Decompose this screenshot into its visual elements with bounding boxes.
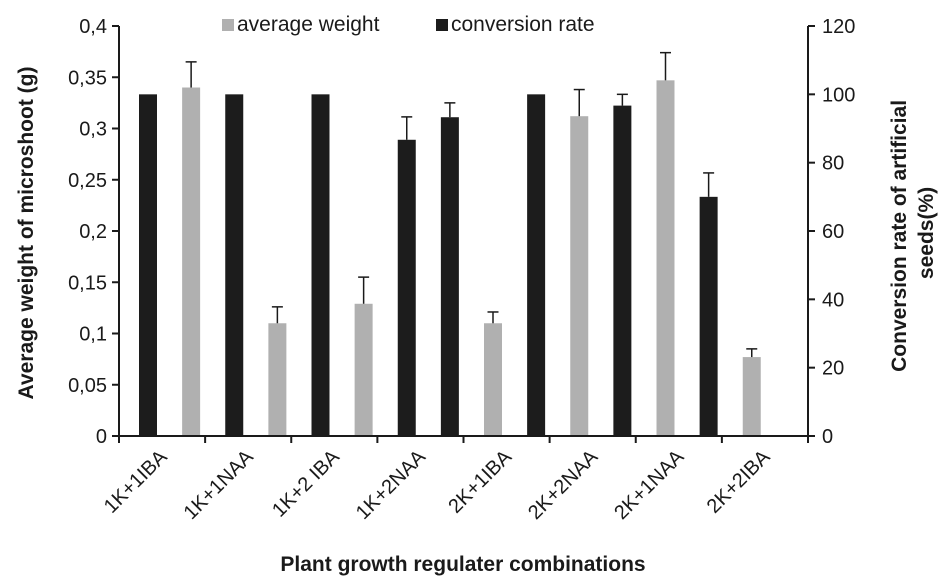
x-tick-label: 2K+2IBA (703, 446, 775, 518)
x-tick-label: 1K+2NAA (352, 446, 431, 525)
bar-conversion (312, 94, 330, 436)
x-axis-title: Plant growth regulater combinations (280, 553, 645, 576)
y2-tick-label: 40 (822, 289, 844, 311)
bar-avg-weight (484, 323, 502, 436)
y2-axis-title: Conversion rate of artificial seeds(%) (888, 94, 938, 372)
y2-axis-ticks: 0 20 40 60 80 100 120 (808, 16, 855, 448)
y-tick-label: 0,05 (68, 375, 107, 397)
y-tick-label: 0,4 (79, 16, 107, 38)
x-tick-label: 2K+1IBA (444, 446, 516, 518)
bar-conversion (613, 106, 631, 436)
y2-tick-label: 60 (822, 221, 844, 243)
y-axis-title: Average weight of microshoot (g) (15, 67, 38, 400)
y-tick-label: 0 (96, 426, 107, 448)
bar-conversion (398, 140, 416, 436)
bar-conversion (225, 94, 243, 436)
bar-conversion (441, 117, 459, 436)
legend: average weight conversion rate (222, 13, 595, 36)
x-axis-ticks: 1K+1IBA 1K+1NAA 1K+2 IBA 1K+2NAA 2K+1IBA 2K+2… (100, 436, 808, 524)
bars (139, 53, 761, 436)
legend-swatch-average-weight (222, 19, 234, 31)
bar-conversion (139, 94, 157, 436)
y2-tick-label: 120 (822, 16, 855, 38)
bar-conversion (700, 197, 718, 436)
bar-avg-weight (182, 88, 200, 437)
y2-tick-label: 20 (822, 358, 844, 380)
x-tick-label: 1K+2 IBA (268, 446, 344, 522)
y-tick-label: 0,3 (79, 119, 107, 141)
y2-axis-title-line-1: Conversion rate of artificial (888, 100, 911, 372)
bar-conversion (527, 94, 545, 436)
y-tick-label: 0,15 (68, 272, 107, 294)
y-tick-label: 0,25 (68, 170, 107, 192)
bar-avg-weight (657, 80, 675, 436)
legend-swatch-conversion-rate (436, 19, 448, 31)
y-tick-label: 0,2 (79, 221, 107, 243)
y2-axis-title-line-2: seeds(%) (915, 187, 938, 279)
bar-avg-weight (743, 357, 761, 436)
y-tick-label: 0,1 (79, 324, 107, 346)
y-tick-label: 0,35 (68, 67, 107, 89)
y2-tick-label: 80 (822, 153, 844, 175)
y2-tick-label: 0 (822, 426, 833, 448)
y2-tick-label: 100 (822, 84, 855, 106)
bar-avg-weight (268, 323, 286, 436)
x-tick-label: 2K+2NAA (524, 446, 603, 525)
legend-label-average-weight: average weight (237, 13, 380, 36)
bar-avg-weight (355, 304, 373, 436)
bar-avg-weight (570, 116, 588, 436)
x-tick-label: 1K+1NAA (180, 446, 259, 525)
x-tick-label: 1K+1IBA (100, 446, 172, 518)
legend-label-conversion-rate: conversion rate (451, 13, 595, 36)
x-tick-label: 2K+1NAA (610, 446, 689, 525)
y-axis-ticks: 0 0,05 0,1 0,15 0,2 0,25 0,3 0,35 0,4 (68, 16, 119, 448)
